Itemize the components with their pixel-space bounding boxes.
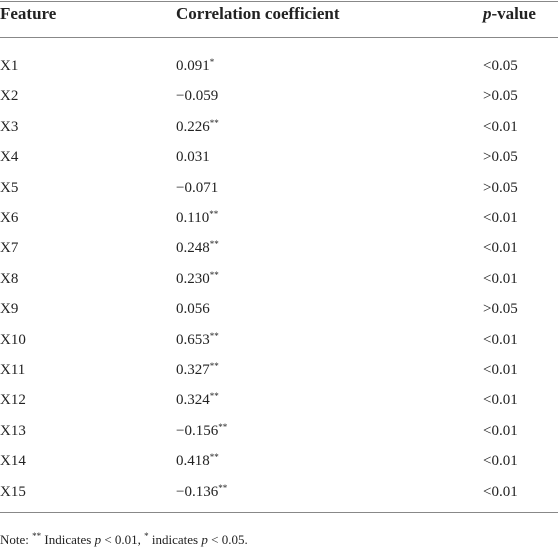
header-cell: p-value — [483, 5, 536, 23]
p-value-cell: <0.01 — [483, 422, 518, 439]
significance-marker: ** — [209, 269, 219, 280]
p-value-cell: <0.01 — [483, 392, 518, 409]
coefficient-cell: 0.230** — [176, 270, 219, 288]
feature-cell: X12 — [0, 392, 26, 409]
coefficient-cell: 0.031 — [176, 148, 210, 166]
coefficient-cell: 0.248** — [176, 239, 219, 257]
coefficient: 0.324 — [176, 392, 210, 409]
coefficient: 0.031 — [176, 149, 210, 166]
feature-cell: X6 — [0, 210, 19, 226]
p-value-cell: >0.05 — [483, 179, 518, 196]
coefficient: 0.418 — [176, 453, 210, 470]
coefficient-cell: 0.327** — [176, 361, 219, 379]
coefficient: 0.653 — [176, 331, 210, 348]
feature-cell: X13 — [0, 422, 26, 439]
feature-cell: X3 — [0, 118, 19, 135]
coefficient: −0.136 — [176, 483, 219, 500]
feature-cell: X10 — [0, 331, 26, 348]
note-part: p — [94, 532, 102, 547]
feature-cell: X5 — [0, 179, 19, 196]
feature-cell: X9 — [0, 301, 19, 318]
significance-marker: ** — [209, 391, 219, 402]
note-part: ** — [32, 531, 42, 541]
header-italic: p — [483, 4, 492, 23]
feature-cell: X7 — [0, 240, 19, 257]
coefficient-cell: 0.653** — [176, 331, 219, 349]
coefficient-cell: −0.136** — [176, 483, 227, 501]
header-cell: Feature — [0, 4, 57, 23]
note-part: < 0.01, — [101, 532, 145, 547]
coefficient-cell: 0.324** — [176, 391, 219, 409]
feature-cell: X14 — [0, 453, 26, 470]
p-value-cell: <0.01 — [483, 240, 518, 257]
significance-marker: ** — [218, 421, 228, 432]
note: Note: ** Indicates p < 0.01, * indicates… — [0, 532, 248, 548]
header-cell: Correlation coefficient — [176, 4, 340, 23]
p-value-cell: <0.01 — [483, 331, 518, 348]
coefficient: −0.059 — [176, 88, 219, 105]
note-part: Indicates — [41, 532, 95, 547]
p-value-cell: <0.01 — [483, 210, 518, 226]
coefficient-cell: 0.226** — [176, 118, 219, 136]
coefficient: −0.156 — [176, 422, 219, 439]
header-text: -value — [491, 4, 536, 23]
coefficient: 0.226 — [176, 118, 210, 135]
top-rule — [0, 1, 558, 2]
significance-marker: ** — [209, 239, 219, 250]
p-value-cell: >0.05 — [483, 301, 518, 318]
feature-cell: X4 — [0, 149, 19, 166]
coefficient: 0.230 — [176, 270, 210, 287]
coefficient: 0.110 — [176, 210, 210, 226]
note-part: p — [201, 532, 208, 547]
coefficient-cell: −0.059 — [176, 87, 218, 105]
p-value-cell: <0.05 — [483, 58, 518, 74]
coefficient-cell: −0.071 — [176, 179, 218, 197]
significance-marker: ** — [209, 361, 219, 371]
coefficient-cell: 0.110** — [176, 209, 218, 227]
coefficient: 0.327 — [176, 362, 210, 378]
feature-cell: X1 — [0, 58, 19, 74]
note-part: < 0.05. — [207, 532, 248, 547]
note-part: Note: — [0, 532, 33, 547]
significance-marker: ** — [209, 209, 219, 219]
p-value-cell: <0.01 — [483, 362, 518, 378]
coefficient: −0.071 — [176, 179, 219, 196]
feature-cell: X15 — [0, 483, 26, 500]
significance-marker: ** — [209, 452, 219, 463]
p-value-cell: >0.05 — [483, 88, 518, 105]
feature-cell: X8 — [0, 270, 19, 287]
feature-cell: X11 — [0, 362, 26, 378]
coefficient: 0.091 — [176, 58, 210, 74]
significance-marker: ** — [218, 482, 228, 493]
p-value-cell: <0.01 — [483, 118, 518, 135]
p-value-cell: <0.01 — [483, 453, 518, 470]
feature-cell: X2 — [0, 88, 19, 105]
p-value-cell: <0.01 — [483, 483, 518, 500]
coefficient-cell: 0.056 — [176, 300, 210, 318]
coefficient-cell: −0.156** — [176, 422, 227, 440]
significance-marker: ** — [209, 330, 219, 341]
note-part: indicates — [148, 532, 202, 547]
coefficient-cell: 0.091* — [176, 57, 214, 75]
coefficient: 0.056 — [176, 301, 210, 318]
p-value-cell: >0.05 — [483, 149, 518, 166]
p-value-cell: <0.01 — [483, 270, 518, 287]
significance-marker: * — [209, 57, 215, 67]
coefficient: 0.248 — [176, 240, 210, 257]
note-part: * — [144, 531, 149, 541]
significance-marker: ** — [209, 117, 219, 128]
header-rule — [0, 37, 558, 38]
coefficient-cell: 0.418** — [176, 452, 219, 470]
bottom-rule — [0, 512, 558, 513]
